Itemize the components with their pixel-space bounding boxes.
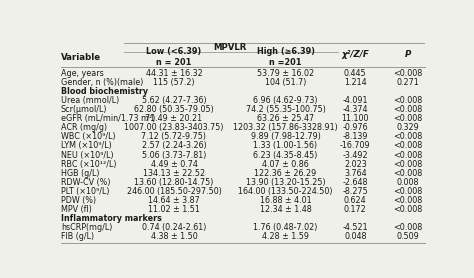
- Text: Blood biochemistry: Blood biochemistry: [61, 87, 148, 96]
- Text: Scr(μmol/L): Scr(μmol/L): [61, 105, 107, 114]
- Text: NEU (×10⁹/L): NEU (×10⁹/L): [61, 150, 113, 160]
- Text: FIB (g/L): FIB (g/L): [61, 232, 94, 241]
- Text: 53.79 ± 16.02: 53.79 ± 16.02: [257, 69, 314, 78]
- Text: <0.008: <0.008: [393, 69, 423, 78]
- Text: 164.00 (133.50-224.50): 164.00 (133.50-224.50): [238, 187, 333, 196]
- Text: 4.28 ± 1.59: 4.28 ± 1.59: [262, 232, 309, 241]
- Text: LYM (×10⁹/L): LYM (×10⁹/L): [61, 142, 111, 150]
- Text: <0.008: <0.008: [393, 169, 423, 178]
- Text: 1.33 (1.00-1.56): 1.33 (1.00-1.56): [254, 142, 318, 150]
- Text: 0.172: 0.172: [344, 205, 367, 214]
- Text: <0.008: <0.008: [393, 142, 423, 150]
- Text: 4.07 ± 0.86: 4.07 ± 0.86: [262, 160, 309, 168]
- Text: Gender, n (%)(male): Gender, n (%)(male): [61, 78, 143, 87]
- Text: <0.008: <0.008: [393, 160, 423, 168]
- Text: PDW (%): PDW (%): [61, 196, 96, 205]
- Text: <0.008: <0.008: [393, 205, 423, 214]
- Text: 44.31 ± 16.32: 44.31 ± 16.32: [146, 69, 202, 78]
- Text: 14.64 ± 3.87: 14.64 ± 3.87: [148, 196, 200, 205]
- Text: <0.008: <0.008: [393, 187, 423, 196]
- Text: 5.62 (4.27-7.36): 5.62 (4.27-7.36): [142, 96, 206, 105]
- Text: -0.976: -0.976: [343, 123, 368, 132]
- Text: <0.008: <0.008: [393, 196, 423, 205]
- Text: 2.023: 2.023: [344, 160, 367, 168]
- Text: 3.764: 3.764: [344, 169, 366, 178]
- Text: WBC (×10⁹/L): WBC (×10⁹/L): [61, 132, 116, 142]
- Text: Inflammatory markers: Inflammatory markers: [61, 214, 162, 223]
- Text: 74.2 (55.35-100.75): 74.2 (55.35-100.75): [246, 105, 326, 114]
- Text: Urea (mmol/L): Urea (mmol/L): [61, 96, 119, 105]
- Text: 63.26 ± 25.47: 63.26 ± 25.47: [257, 114, 314, 123]
- Text: PLT (×10⁹/L): PLT (×10⁹/L): [61, 187, 109, 196]
- Text: MPV (fl): MPV (fl): [61, 205, 91, 214]
- Text: Variable: Variable: [61, 53, 101, 62]
- Text: 7.12 (5.72-9.75): 7.12 (5.72-9.75): [141, 132, 207, 142]
- Text: χ²/Z/F: χ²/Z/F: [341, 50, 369, 59]
- Text: -4.091: -4.091: [343, 96, 368, 105]
- Text: 13.90 (13.20-15.25): 13.90 (13.20-15.25): [246, 178, 325, 187]
- Text: -8.139: -8.139: [343, 132, 368, 142]
- Text: 0.271: 0.271: [397, 78, 419, 87]
- Text: 1.76 (0.48-7.02): 1.76 (0.48-7.02): [254, 223, 318, 232]
- Text: 6.23 (4.35-8.45): 6.23 (4.35-8.45): [254, 150, 318, 160]
- Text: 11.100: 11.100: [342, 114, 369, 123]
- Text: 122.36 ± 26.29: 122.36 ± 26.29: [255, 169, 317, 178]
- Text: <0.008: <0.008: [393, 96, 423, 105]
- Text: 0.74 (0.24-2.61): 0.74 (0.24-2.61): [142, 223, 206, 232]
- Text: 11.02 ± 1.51: 11.02 ± 1.51: [148, 205, 200, 214]
- Text: MPVLR: MPVLR: [213, 43, 246, 52]
- Text: 0.329: 0.329: [397, 123, 419, 132]
- Text: <0.008: <0.008: [393, 114, 423, 123]
- Text: 4.38 ± 1.50: 4.38 ± 1.50: [151, 232, 197, 241]
- Text: HGB (g/L): HGB (g/L): [61, 169, 99, 178]
- Text: eGFR (mL/min/1.73 m²): eGFR (mL/min/1.73 m²): [61, 114, 155, 123]
- Text: High (≥6.39)
n =201: High (≥6.39) n =201: [256, 47, 315, 67]
- Text: <0.008: <0.008: [393, 223, 423, 232]
- Text: 16.88 ± 4.01: 16.88 ± 4.01: [260, 196, 311, 205]
- Text: 6.96 (4.62-9.73): 6.96 (4.62-9.73): [253, 96, 318, 105]
- Text: 0.445: 0.445: [344, 69, 366, 78]
- Text: 9.89 (7.98-12.79): 9.89 (7.98-12.79): [251, 132, 320, 142]
- Text: 104 (51.7): 104 (51.7): [265, 78, 306, 87]
- Text: 0.008: 0.008: [397, 178, 419, 187]
- Text: RDW-CV (%): RDW-CV (%): [61, 178, 110, 187]
- Text: 12.34 ± 1.48: 12.34 ± 1.48: [260, 205, 311, 214]
- Text: -4.521: -4.521: [343, 223, 368, 232]
- Text: 0.509: 0.509: [397, 232, 419, 241]
- Text: 0.048: 0.048: [344, 232, 366, 241]
- Text: 1007.00 (23.83-3403.75): 1007.00 (23.83-3403.75): [124, 123, 224, 132]
- Text: RBC (×10¹²/L): RBC (×10¹²/L): [61, 160, 116, 168]
- Text: P: P: [405, 50, 411, 59]
- Text: 0.624: 0.624: [344, 196, 366, 205]
- Text: 1.214: 1.214: [344, 78, 366, 87]
- Text: -8.275: -8.275: [342, 187, 368, 196]
- Text: hsCRP(mg/L): hsCRP(mg/L): [61, 223, 112, 232]
- Text: 134.13 ± 22.52: 134.13 ± 22.52: [143, 169, 205, 178]
- Text: 115 (57.2): 115 (57.2): [153, 78, 195, 87]
- Text: 71.49 ± 20.21: 71.49 ± 20.21: [146, 114, 202, 123]
- Text: 1203.32 (157.86-3328.91): 1203.32 (157.86-3328.91): [233, 123, 338, 132]
- Text: 13.60 (12.80-14.75): 13.60 (12.80-14.75): [134, 178, 214, 187]
- Text: <0.008: <0.008: [393, 150, 423, 160]
- Text: Age, years: Age, years: [61, 69, 103, 78]
- Text: 4.49 ± 0.74: 4.49 ± 0.74: [151, 160, 197, 168]
- Text: 62.80 (50.35-79.05): 62.80 (50.35-79.05): [134, 105, 214, 114]
- Text: <0.008: <0.008: [393, 132, 423, 142]
- Text: 2.57 (2.24-3.26): 2.57 (2.24-3.26): [142, 142, 206, 150]
- Text: 5.06 (3.73-7.81): 5.06 (3.73-7.81): [142, 150, 206, 160]
- Text: Low (<6.39)
n = 201: Low (<6.39) n = 201: [146, 47, 201, 67]
- Text: -3.492: -3.492: [343, 150, 368, 160]
- Text: ACR (mg/g): ACR (mg/g): [61, 123, 107, 132]
- Text: -16.709: -16.709: [340, 142, 371, 150]
- Text: 246.00 (185.50-297.50): 246.00 (185.50-297.50): [127, 187, 221, 196]
- Text: -2.648: -2.648: [343, 178, 368, 187]
- Text: <0.008: <0.008: [393, 105, 423, 114]
- Text: -4.374: -4.374: [343, 105, 368, 114]
